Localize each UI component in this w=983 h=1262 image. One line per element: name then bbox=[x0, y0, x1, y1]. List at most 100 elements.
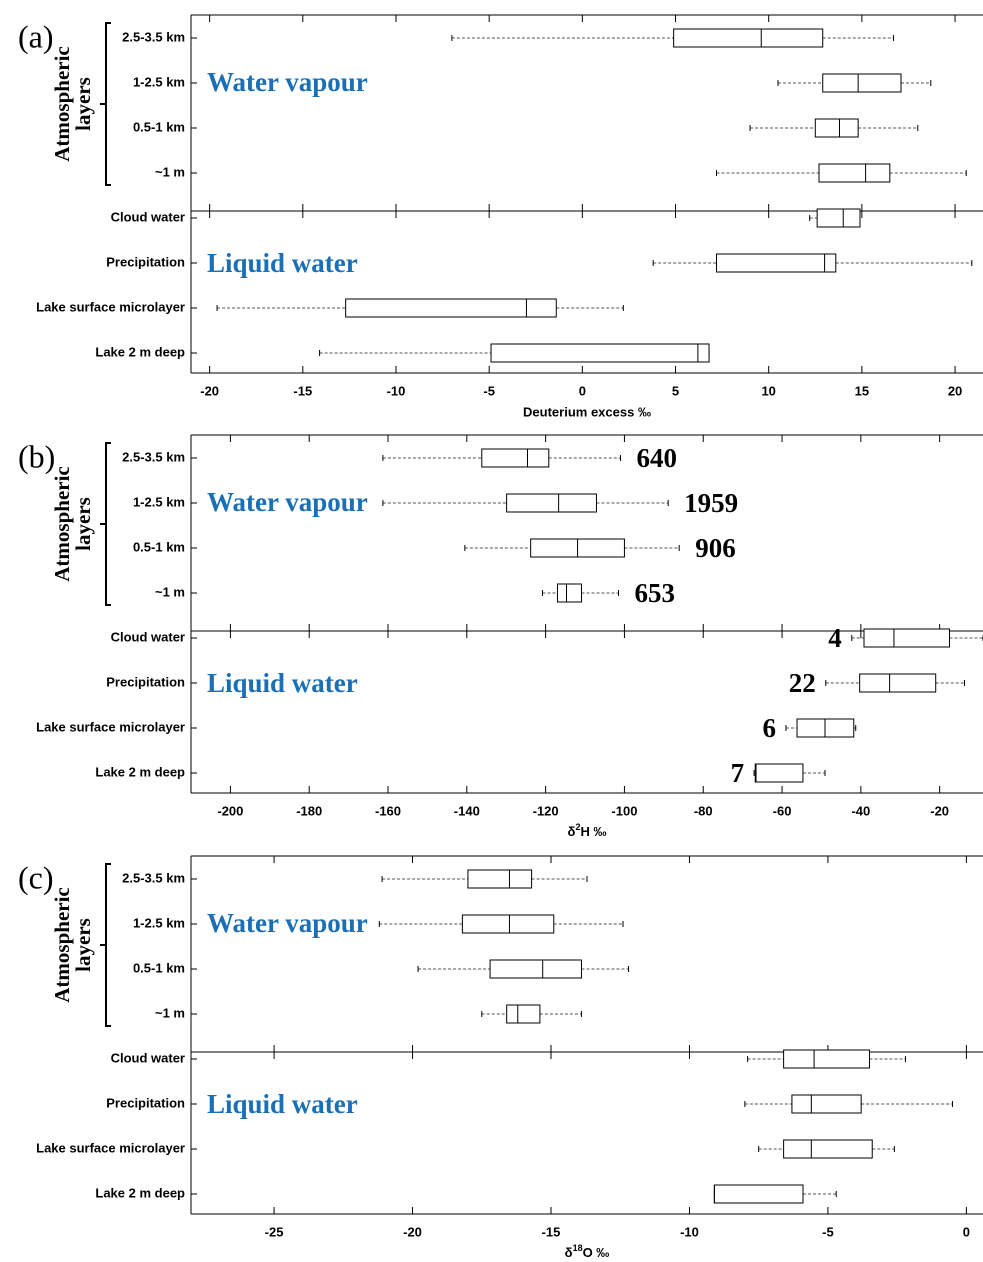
x-tick-label: -5 bbox=[483, 383, 495, 398]
x-tick-label: 0 bbox=[579, 383, 586, 398]
x-tick-label: -140 bbox=[454, 803, 480, 818]
count-label: 4 bbox=[828, 623, 842, 653]
box bbox=[822, 73, 902, 93]
annotation: Water vapour bbox=[207, 908, 368, 938]
category-label: ~1 m bbox=[155, 1005, 185, 1020]
x-tick-label: 20 bbox=[948, 383, 962, 398]
category-label: ~1 m bbox=[155, 584, 185, 599]
group-label: Atmospheric bbox=[50, 466, 74, 581]
x-axis-label: δ2H ‰ bbox=[568, 822, 607, 839]
x-axis-label-part: δ bbox=[565, 1245, 573, 1260]
x-axis-label-part: O ‰ bbox=[583, 1245, 610, 1260]
count-label: 906 bbox=[695, 533, 736, 563]
box bbox=[816, 208, 861, 228]
x-tick-label: -100 bbox=[611, 803, 637, 818]
x-axis-label: Deuterium excess ‰ bbox=[523, 404, 651, 419]
x-tick-label: -200 bbox=[217, 803, 243, 818]
count-label: 640 bbox=[636, 443, 677, 473]
category-label: 2.5-3.5 km bbox=[122, 449, 185, 464]
category-label: Lake surface microlayer bbox=[36, 1140, 185, 1155]
x-tick-label: 10 bbox=[761, 383, 775, 398]
annotation: Liquid water bbox=[207, 668, 358, 698]
annotation: Liquid water bbox=[207, 248, 358, 278]
box bbox=[489, 959, 582, 979]
category-label: Precipitation bbox=[106, 1095, 185, 1110]
box bbox=[783, 1049, 870, 1069]
x-axis-label-part: 18 bbox=[573, 1243, 583, 1253]
panel-label: (c) bbox=[18, 859, 54, 895]
count-label: 7 bbox=[731, 758, 745, 788]
x-axis-label: δ18O ‰ bbox=[565, 1243, 610, 1260]
category-label: Lake 2 m deep bbox=[95, 344, 185, 359]
annotation: Water vapour bbox=[207, 487, 368, 517]
bracket bbox=[100, 863, 111, 1027]
annotation: Water vapour bbox=[207, 67, 368, 97]
x-tick-label: -180 bbox=[296, 803, 322, 818]
bracket bbox=[100, 22, 111, 186]
x-tick-label: -40 bbox=[851, 803, 870, 818]
count-label: 6 bbox=[762, 713, 776, 743]
box bbox=[783, 1139, 873, 1159]
x-tick-label: -20 bbox=[200, 383, 219, 398]
box bbox=[791, 1094, 862, 1114]
box bbox=[863, 628, 951, 648]
x-tick-label: -15 bbox=[293, 383, 312, 398]
panel-label: (a) bbox=[18, 18, 54, 54]
category-label: 0.5-1 km bbox=[133, 539, 185, 554]
group-label: layers bbox=[71, 77, 95, 131]
x-tick-label: -25 bbox=[265, 1224, 284, 1239]
count-label: 22 bbox=[789, 668, 816, 698]
category-label: ~1 m bbox=[155, 164, 185, 179]
x-axis-label-part: H ‰ bbox=[580, 824, 606, 839]
panel-label: (b) bbox=[18, 438, 55, 474]
group-label: Atmospheric bbox=[50, 46, 74, 161]
category-label: 2.5-3.5 km bbox=[122, 29, 185, 44]
category-label: Lake 2 m deep bbox=[95, 764, 185, 779]
category-label: Cloud water bbox=[111, 1050, 185, 1065]
box bbox=[467, 869, 533, 889]
x-tick-label: 0 bbox=[963, 1224, 970, 1239]
count-label: 1959 bbox=[684, 488, 738, 518]
box bbox=[506, 1004, 541, 1024]
category-label: 0.5-1 km bbox=[133, 119, 185, 134]
box bbox=[716, 253, 837, 273]
x-tick-label: -10 bbox=[680, 1224, 699, 1239]
category-label: 2.5-3.5 km bbox=[122, 870, 185, 885]
box bbox=[859, 673, 937, 693]
category-label: 0.5-1 km bbox=[133, 960, 185, 975]
x-tick-label: -5 bbox=[822, 1224, 834, 1239]
category-label: Lake surface microlayer bbox=[36, 719, 185, 734]
group-label: Atmospheric bbox=[50, 887, 74, 1002]
group-label: layers bbox=[71, 497, 95, 551]
box bbox=[818, 163, 891, 183]
category-label: 1-2.5 km bbox=[133, 915, 185, 930]
box bbox=[754, 763, 804, 783]
box bbox=[556, 583, 582, 603]
x-tick-label: 15 bbox=[855, 383, 869, 398]
x-tick-label: -120 bbox=[533, 803, 559, 818]
category-label: 1-2.5 km bbox=[133, 494, 185, 509]
x-axis-label-part: 2 bbox=[575, 822, 580, 832]
x-tick-label: 5 bbox=[672, 383, 679, 398]
category-label: Lake 2 m deep bbox=[95, 1185, 185, 1200]
annotation: Liquid water bbox=[207, 1089, 358, 1119]
box bbox=[490, 343, 710, 363]
x-tick-label: -10 bbox=[387, 383, 406, 398]
category-label: Precipitation bbox=[106, 254, 185, 269]
box bbox=[713, 1184, 804, 1204]
x-tick-label: -15 bbox=[542, 1224, 561, 1239]
bracket bbox=[100, 442, 111, 606]
box bbox=[506, 493, 597, 513]
category-label: Cloud water bbox=[111, 629, 185, 644]
box bbox=[345, 298, 557, 318]
group-label: layers bbox=[71, 918, 95, 972]
count-label: 653 bbox=[635, 578, 676, 608]
category-label: Lake surface microlayer bbox=[36, 299, 185, 314]
x-tick-label: -20 bbox=[403, 1224, 422, 1239]
category-label: 1-2.5 km bbox=[133, 74, 185, 89]
category-label: Precipitation bbox=[106, 674, 185, 689]
x-tick-label: -160 bbox=[375, 803, 401, 818]
box bbox=[461, 914, 555, 934]
box bbox=[481, 448, 550, 468]
